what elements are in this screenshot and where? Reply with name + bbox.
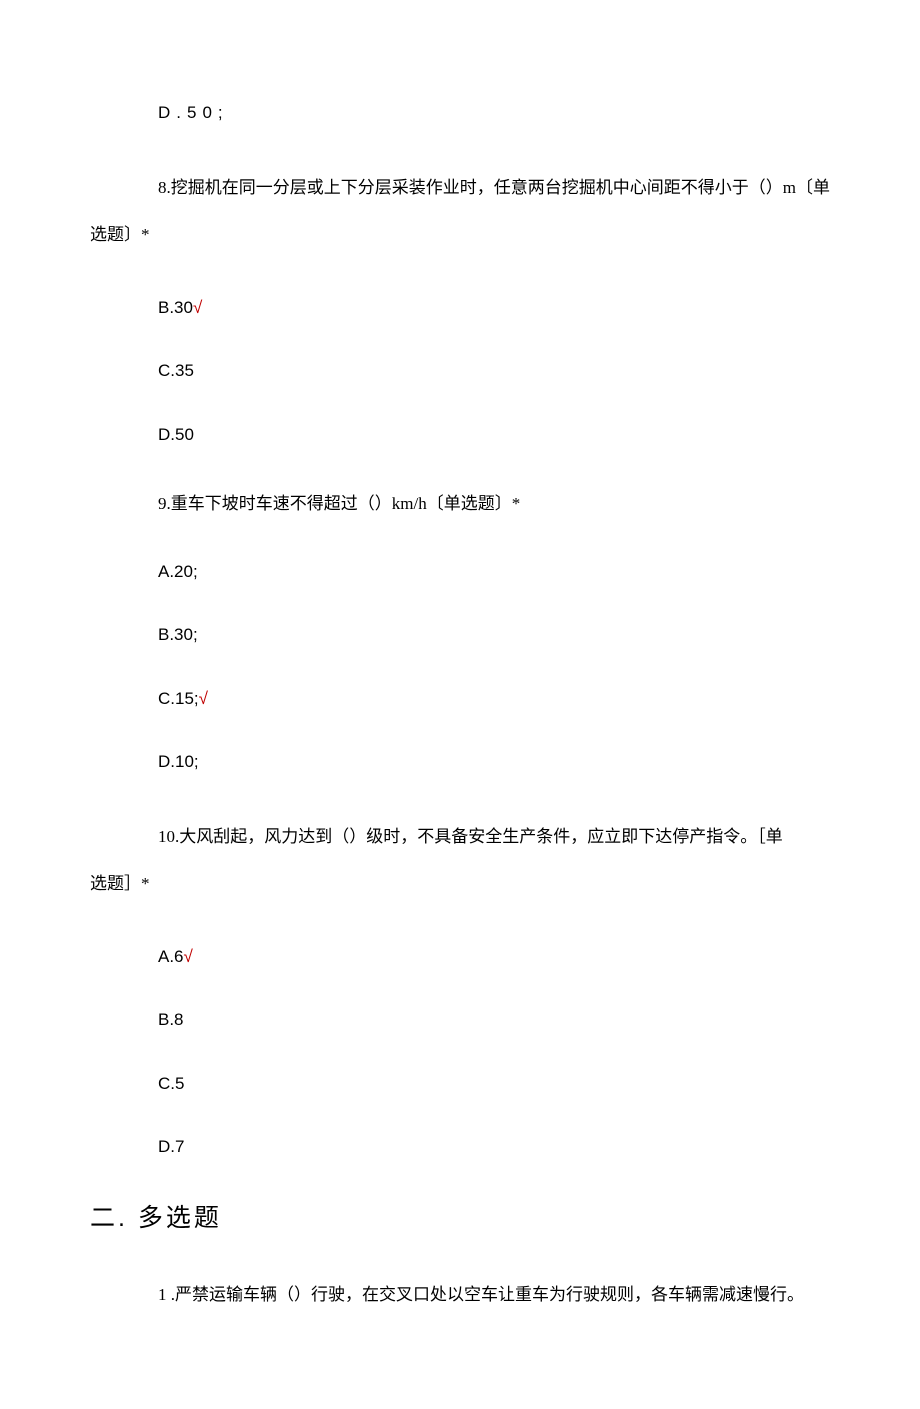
q9-option-c-mark: √ bbox=[199, 689, 208, 708]
q7-option-d-label: D. bbox=[158, 103, 187, 122]
q8-option-b-mark: √ bbox=[193, 298, 202, 317]
q10-option-c: C.5 bbox=[90, 1071, 830, 1097]
section-2-heading: 二. 多选题 bbox=[90, 1198, 830, 1234]
q8-option-c: C.35 bbox=[90, 358, 830, 384]
q10-option-d: D.7 bbox=[90, 1134, 830, 1160]
q10-text: 10.大风刮起，风力达到（）级时，不具备安全生产条件，应立即下达停产指令。［单 … bbox=[90, 813, 830, 908]
q10-text-line1: 10.大风刮起，风力达到（）级时，不具备安全生产条件，应立即下达停产指令。［单 bbox=[90, 813, 830, 861]
q10-option-a-mark: √ bbox=[184, 947, 193, 966]
q10-option-a-label: A.6 bbox=[158, 947, 184, 966]
q8-option-d-label: D.50 bbox=[158, 425, 194, 444]
q10-text-line2: 选题］* bbox=[90, 860, 830, 908]
q9-option-d: D.10; bbox=[90, 749, 830, 775]
section-2-heading-text: 二. 多选题 bbox=[90, 1204, 222, 1232]
q10-option-b-label: B.8 bbox=[158, 1010, 184, 1029]
q8-option-d: D.50 bbox=[90, 422, 830, 448]
q10-option-a: A.6√ bbox=[90, 944, 830, 970]
q9-option-d-label: D.10; bbox=[158, 752, 199, 771]
q8-option-c-label: C.35 bbox=[158, 361, 194, 380]
q8-option-b: B.30√ bbox=[90, 295, 830, 321]
q8-text-line2: 选题〕* bbox=[90, 211, 830, 259]
s2q1-text: 1 .严禁运输车辆（）行驶，在交叉口处以空车让重车为行驶规则，各车辆需减速慢行。 bbox=[90, 1276, 830, 1313]
q9-text: 9.重车下坡时车速不得超过（）km/h〔单选题〕* bbox=[90, 485, 830, 522]
q9-option-a-label: A.20; bbox=[158, 562, 198, 581]
q8-text-line1: 8.挖掘机在同一分层或上下分层采装作业时，任意两台挖掘机中心间距不得小于（）m〔… bbox=[90, 164, 830, 212]
q9-text-content: 9.重车下坡时车速不得超过（）km/h〔单选题〕* bbox=[158, 494, 520, 513]
q8-option-b-label: B.30 bbox=[158, 298, 193, 317]
q10-option-c-label: C.5 bbox=[158, 1074, 184, 1093]
q7-option-d-value: 50; bbox=[187, 103, 229, 122]
q10-option-b: B.8 bbox=[90, 1007, 830, 1033]
q9-option-a: A.20; bbox=[90, 559, 830, 585]
q9-option-c: C.15;√ bbox=[90, 686, 830, 712]
q8-text: 8.挖掘机在同一分层或上下分层采装作业时，任意两台挖掘机中心间距不得小于（）m〔… bbox=[90, 164, 830, 259]
q10-option-d-label: D.7 bbox=[158, 1137, 184, 1156]
q9-option-c-label: C.15; bbox=[158, 689, 199, 708]
q9-option-b: B.30; bbox=[90, 622, 830, 648]
q9-option-b-label: B.30; bbox=[158, 625, 198, 644]
q7-option-d: D.50; bbox=[90, 100, 830, 126]
